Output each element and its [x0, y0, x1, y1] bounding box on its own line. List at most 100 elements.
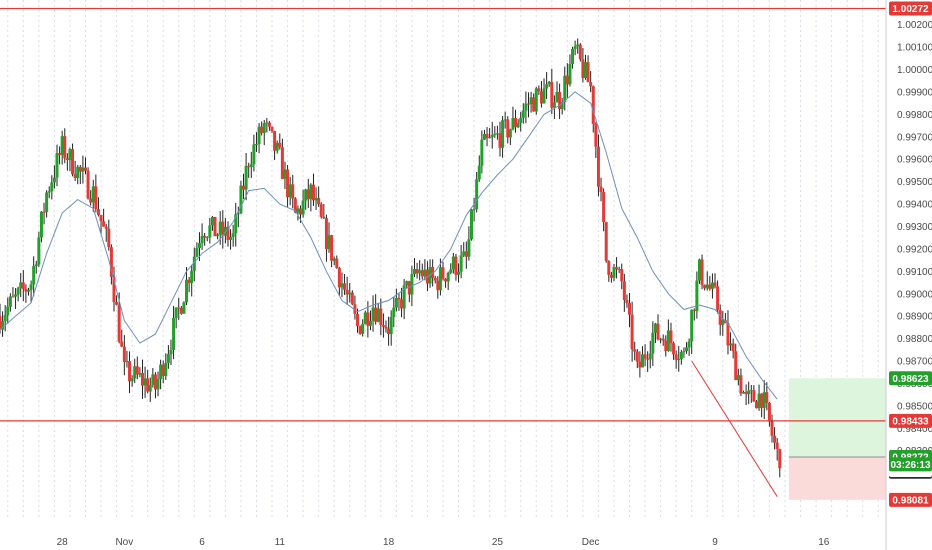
- candle-body: [436, 280, 440, 291]
- candle-body: [402, 285, 406, 309]
- candle-body: [55, 153, 59, 178]
- candle-body: [638, 361, 642, 368]
- candle-body: [0, 316, 2, 330]
- candle-body: [576, 44, 580, 47]
- candle-body: [762, 392, 766, 408]
- candle-body: [197, 243, 201, 248]
- horizontal-levels[interactable]: [0, 7, 886, 422]
- candle-body: [415, 268, 419, 274]
- price-tick-label: 0.98700: [897, 357, 932, 368]
- price-badge: [889, 413, 932, 428]
- candle-body: [213, 216, 217, 237]
- candle-body: [747, 390, 751, 395]
- candle-body: [335, 258, 339, 269]
- candle-body: [539, 91, 543, 104]
- candle-body: [493, 133, 497, 135]
- candle-body: [467, 239, 471, 257]
- candle-body: [568, 64, 572, 85]
- candle-body: [179, 307, 183, 314]
- candle-body: [120, 341, 124, 347]
- candle-body: [697, 259, 701, 281]
- candle-body: [78, 166, 82, 172]
- candle-body: [283, 169, 287, 179]
- candle-body: [229, 236, 233, 240]
- candle-body: [490, 134, 494, 138]
- time-tick-label: Nov: [115, 537, 133, 548]
- candle-body: [690, 309, 694, 342]
- candle-body: [420, 270, 424, 277]
- candle-body: [736, 375, 740, 381]
- candle-body: [195, 247, 199, 257]
- candle-body: [309, 184, 313, 200]
- candle-body: [161, 364, 165, 377]
- candle-body: [480, 139, 484, 166]
- candle-body: [345, 289, 349, 295]
- candle-body: [242, 185, 246, 190]
- candle-body: [767, 402, 771, 422]
- price-tick-label: 0.99200: [897, 244, 932, 255]
- price-axis[interactable]: 1.00200 1.00100 1.00000 0.99900 0.99800 0.997…: [897, 20, 932, 457]
- candle-body: [16, 288, 20, 295]
- candle-body: [151, 374, 155, 386]
- candle-body: [749, 390, 753, 392]
- candle-body: [757, 393, 761, 409]
- trendline[interactable]: [691, 360, 778, 497]
- stop-zone[interactable]: [788, 457, 886, 500]
- candle-body: [337, 268, 341, 288]
- price-tick-label: 0.99400: [897, 200, 932, 211]
- candle-body: [754, 401, 758, 409]
- candle-body: [135, 366, 139, 375]
- candle-body: [672, 343, 676, 355]
- candle-body: [267, 122, 271, 127]
- candle-body: [534, 88, 538, 112]
- price-badge-text: 0.98081: [892, 495, 929, 506]
- candle-body: [615, 267, 619, 270]
- candle-body: [96, 209, 100, 215]
- price-tick-label: 0.99700: [897, 132, 932, 143]
- time-axis[interactable]: 28 Nov 6 11 18 25 Dec 9 16: [57, 537, 830, 548]
- candle-body: [581, 59, 585, 79]
- candle-body: [208, 225, 212, 238]
- candle-body: [656, 323, 660, 340]
- candle-body: [319, 204, 323, 217]
- candle-body: [140, 372, 144, 386]
- candle-body: [187, 279, 191, 284]
- candle-body: [397, 297, 401, 300]
- price-badge: [889, 1, 932, 16]
- candle-body: [459, 255, 463, 272]
- candle-body: [674, 354, 678, 360]
- candle-body: [620, 269, 624, 282]
- candle-body: [21, 282, 25, 289]
- candle-body: [138, 372, 142, 375]
- candle-body: [729, 343, 733, 346]
- candle-body: [299, 208, 303, 215]
- target-zone[interactable]: [788, 378, 886, 458]
- candle-body: [472, 209, 476, 211]
- candle-body: [596, 146, 600, 187]
- candle-body: [296, 208, 300, 213]
- candle-body: [153, 374, 157, 390]
- candle-body: [599, 186, 603, 193]
- candle-body: [26, 289, 30, 292]
- candle-body: [498, 133, 502, 148]
- candle-body: [703, 284, 707, 289]
- candle-body: [159, 364, 163, 380]
- candle-body: [454, 256, 458, 275]
- candle-body: [685, 347, 689, 352]
- candle-body: [695, 280, 699, 311]
- candle-body: [431, 267, 435, 278]
- candle-body: [482, 133, 486, 140]
- candle-body: [76, 166, 80, 179]
- candle-body: [371, 307, 375, 321]
- candle-body: [752, 390, 756, 402]
- candle-body: [394, 297, 398, 308]
- candle-body: [203, 235, 207, 238]
- candle-body: [24, 288, 28, 292]
- candle-body: [317, 197, 321, 205]
- candle-body: [73, 174, 77, 179]
- candle-body: [511, 118, 515, 130]
- time-tick-label: 16: [818, 537, 830, 548]
- candle-body: [34, 264, 38, 267]
- candle-body: [122, 346, 126, 362]
